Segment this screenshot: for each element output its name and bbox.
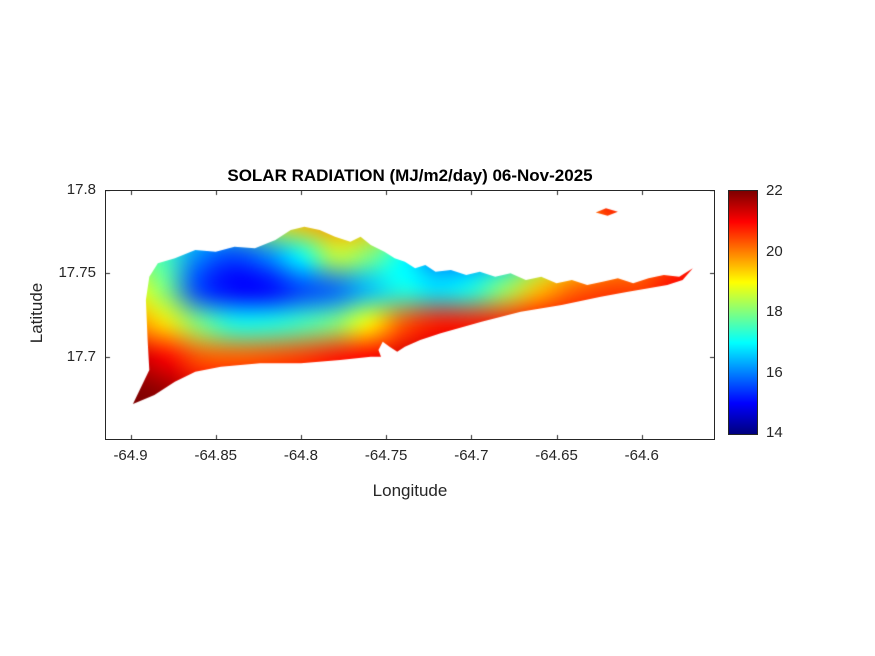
- y-axis-label: Latitude: [27, 282, 46, 344]
- x-tick-label: -64.65: [535, 447, 578, 464]
- chart-title: SOLAR RADIATION (MJ/m2/day) 06-Nov-2025: [227, 166, 593, 185]
- x-tick-label: -64.85: [194, 447, 238, 464]
- heatmap-canvas: [105, 190, 715, 440]
- y-tick-label: 17.75: [58, 264, 96, 282]
- colorbar-tick-label: 20: [766, 242, 783, 260]
- x-axis-label: Longitude: [372, 481, 448, 500]
- colorbar-tick-label: 14: [766, 424, 783, 441]
- y-tick-label: 17.7: [66, 347, 96, 365]
- x-tick-label: -64.9: [113, 447, 148, 464]
- colorbar-canvas: [729, 191, 757, 434]
- colorbar: [728, 190, 758, 435]
- y-tick-label: 17.8: [66, 181, 96, 198]
- x-tick-label: -64.75: [364, 447, 408, 464]
- x-tick-label: -64.8: [283, 447, 319, 464]
- x-tick-label: -64.6: [624, 447, 659, 464]
- colorbar-tick-label: 18: [766, 303, 783, 320]
- colorbar-tick-label: 16: [766, 363, 783, 381]
- x-tick-label: -64.7: [454, 447, 489, 464]
- colorbar-tick-label: 22: [766, 182, 783, 199]
